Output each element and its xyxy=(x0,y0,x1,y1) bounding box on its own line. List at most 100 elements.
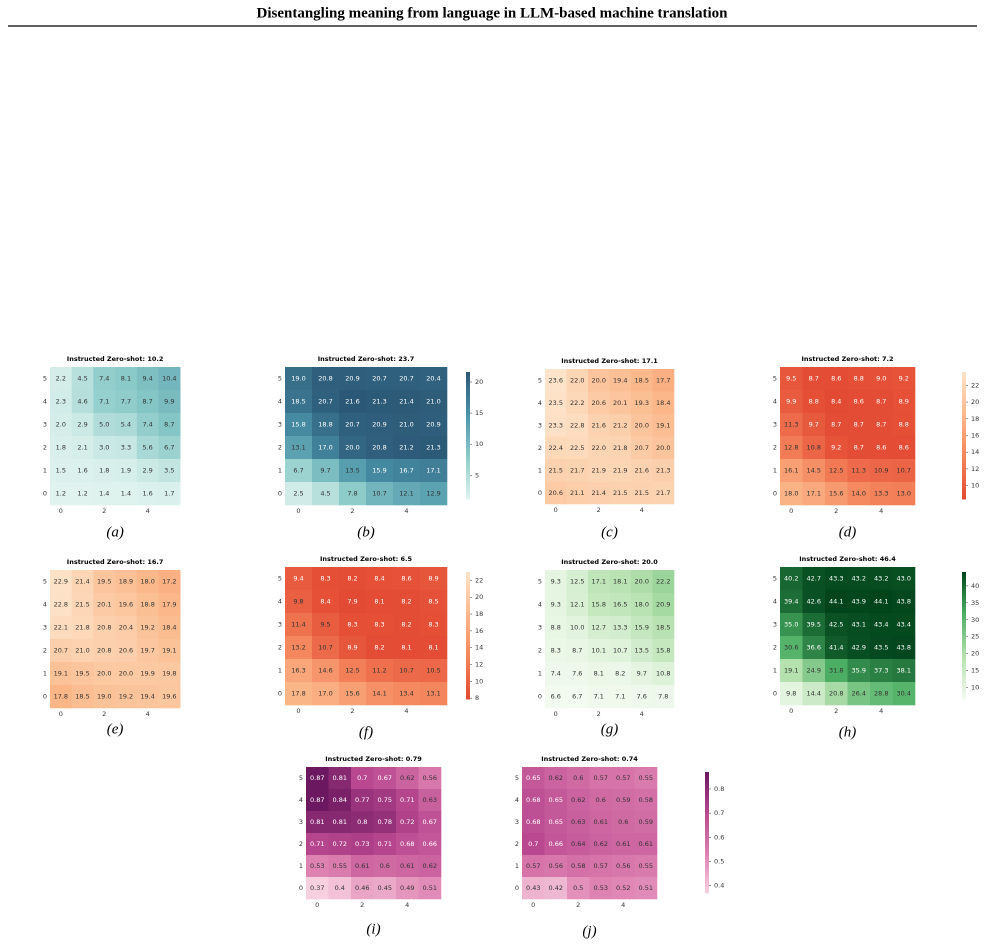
cell-label: 7.1 xyxy=(594,693,604,701)
cell-label: 0.63 xyxy=(571,818,585,826)
y-tick-label: 2 xyxy=(773,644,777,652)
heatmap-cell xyxy=(892,482,916,506)
cell-label: 43.4 xyxy=(874,621,888,629)
cell-label: 19.3 xyxy=(635,399,649,407)
cell-label: 21.5 xyxy=(75,601,89,609)
colorbar-segment xyxy=(705,880,709,885)
cell-label: 19.0 xyxy=(291,375,305,383)
cell-label: 19.1 xyxy=(656,421,670,429)
cell-label: 21.7 xyxy=(570,466,584,474)
cell-label: 0.68 xyxy=(526,796,540,804)
cell-label: 20.7 xyxy=(345,421,359,429)
colorbar-segment xyxy=(962,473,966,478)
cell-label: 21.0 xyxy=(75,647,89,655)
cell-label: 30.6 xyxy=(784,644,798,652)
cell-label: 20.9 xyxy=(345,375,359,383)
y-tick-label: 3 xyxy=(43,624,47,632)
heatmap-cell xyxy=(312,459,340,483)
heatmap-cell xyxy=(847,567,871,591)
heatmap-cell xyxy=(634,855,658,878)
colorbar-segment xyxy=(466,422,470,427)
cell-label: 0.57 xyxy=(594,774,608,782)
heatmap-cell xyxy=(566,436,589,460)
cell-label: 44.1 xyxy=(874,598,888,606)
heatmap-cell xyxy=(50,436,72,460)
heatmap-cell xyxy=(115,570,138,594)
colorbar-segment xyxy=(466,597,470,602)
colorbar-segment xyxy=(705,841,709,846)
cell-label: 12.5 xyxy=(345,667,359,675)
colorbar-segment xyxy=(962,391,966,395)
cell-label: 20.0 xyxy=(635,421,649,429)
colorbar-segment xyxy=(705,865,709,870)
colorbar-segment xyxy=(962,594,966,598)
cell-label: 35.0 xyxy=(784,621,798,629)
cell-label: 6.7 xyxy=(572,693,582,701)
colorbar-tick-label: 20 xyxy=(475,593,483,601)
cell-label: 8.6 xyxy=(876,444,886,452)
cell-label: 43.1 xyxy=(852,621,866,629)
x-tick-label: 4 xyxy=(146,710,150,718)
cell-label: 21.4 xyxy=(592,489,606,497)
colorbar-tick-label: 0.7 xyxy=(714,809,724,817)
colorbar-segment xyxy=(962,410,966,414)
heatmap-cell xyxy=(366,590,394,614)
heatmap-cell xyxy=(396,789,419,812)
heatmap-cell xyxy=(93,482,116,506)
heatmap-cell xyxy=(566,616,589,640)
cell-label: 18.0 xyxy=(635,601,649,609)
y-tick-label: 1 xyxy=(43,670,47,678)
caption: (c) xyxy=(601,524,618,540)
cell-label: 1.2 xyxy=(56,490,66,498)
heatmap-cell xyxy=(285,682,313,706)
colorbar-segment xyxy=(962,622,966,627)
y-tick-label: 0 xyxy=(538,489,542,497)
cell-label: 17.1 xyxy=(592,578,606,586)
heatmap-cell xyxy=(545,616,567,640)
cell-label: 7.1 xyxy=(99,398,109,406)
heatmap-cell xyxy=(566,459,589,482)
cell-label: 10.0 xyxy=(570,624,584,632)
y-tick-label: 4 xyxy=(299,796,303,804)
heatmap-title: Instructed Zero-shot: 0.74 xyxy=(541,755,638,763)
heatmap-cell xyxy=(420,436,448,460)
cell-label: 43.2 xyxy=(852,575,866,583)
heatmap-cell xyxy=(892,659,916,683)
colorbar-tick-label: 5 xyxy=(475,471,479,479)
y-tick-label: 1 xyxy=(278,467,282,475)
heatmap-cell xyxy=(780,567,803,591)
heatmap-cell xyxy=(825,567,848,591)
cell-label: 2.0 xyxy=(56,421,66,429)
cell-label: 8.6 xyxy=(401,575,411,583)
cell-label: 16.3 xyxy=(291,667,305,675)
cell-label: 21.7 xyxy=(656,489,670,497)
colorbar-segment xyxy=(962,451,966,456)
x-tick-label: 4 xyxy=(621,901,625,909)
colorbar-segment xyxy=(466,483,470,487)
heatmap-cell xyxy=(93,570,116,594)
heatmap-cell xyxy=(802,636,826,660)
colorbar-segment xyxy=(705,802,709,806)
colorbar-segment xyxy=(962,670,966,675)
cell-label: 8.1 xyxy=(374,598,384,606)
x-tick-label: 0 xyxy=(554,710,558,718)
colorbar-tick-label: 18 xyxy=(971,415,979,423)
heatmap-cell xyxy=(71,570,94,594)
cell-label: 0.63 xyxy=(423,796,437,804)
heatmap-cell xyxy=(545,459,567,482)
colorbar-segment xyxy=(962,673,966,678)
heatmap-cell xyxy=(420,413,448,437)
y-tick-label: 0 xyxy=(299,884,303,892)
cell-label: 3.5 xyxy=(164,467,174,475)
x-tick-label: 0 xyxy=(789,507,793,515)
heatmap-cell xyxy=(339,459,367,483)
cell-label: 31.8 xyxy=(829,667,843,675)
cell-label: 13.4 xyxy=(399,690,413,698)
cell-label: 15.8 xyxy=(592,601,606,609)
heatmap-cell xyxy=(158,570,181,594)
colorbar-segment xyxy=(466,410,470,414)
y-tick-label: 5 xyxy=(773,375,777,383)
heatmap-cell xyxy=(588,436,610,460)
cell-label: 15.6 xyxy=(829,490,843,498)
y-tick-label: 0 xyxy=(278,490,282,498)
